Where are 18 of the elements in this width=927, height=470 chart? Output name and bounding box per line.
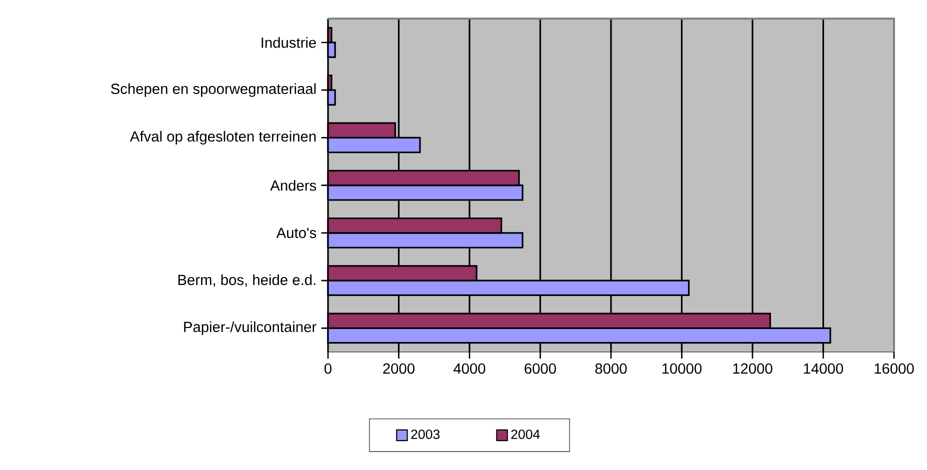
y-tick-label: Berm, bos, heide e.d.: [178, 274, 316, 287]
y-tick-label: Afval op afgesloten terreinen: [130, 130, 316, 145]
x-tick-label: 16000: [874, 363, 914, 374]
x-tick-label: 10000: [662, 363, 702, 374]
y-tick-label: Papier-/vuilcontainer: [184, 321, 316, 336]
x-tick-label: 2000: [383, 363, 414, 374]
legend-label: 2003: [411, 430, 440, 440]
y-tick-label: Auto's: [276, 228, 316, 238]
y-tick-label: Industrie: [262, 37, 316, 48]
legend-label: 2004: [511, 430, 540, 440]
x-tick-label: 0: [324, 363, 332, 374]
y-tick-label: Anders: [270, 180, 316, 191]
x-tick-label: 4000: [454, 363, 486, 374]
x-tick-label: 14000: [804, 363, 844, 374]
x-tick-label: 6000: [524, 363, 556, 374]
x-tick-label: 8000: [595, 363, 627, 374]
y-tick-label: Schepen en spoorwegmateriaal: [111, 83, 316, 97]
x-tick-label: 12000: [733, 363, 772, 374]
